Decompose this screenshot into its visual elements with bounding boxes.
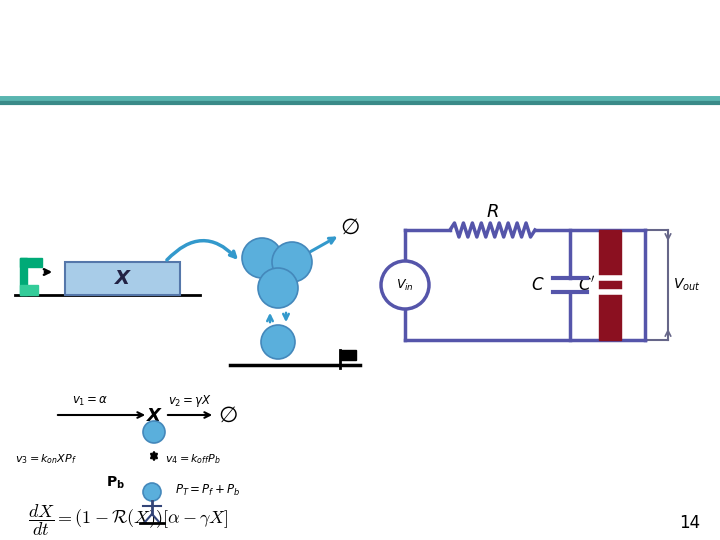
Text: $\emptyset$: $\emptyset$ (218, 406, 238, 426)
Text: $v_4=k_{off}P_b$: $v_4=k_{off}P_b$ (165, 452, 221, 466)
Text: $C$: $C$ (531, 276, 545, 294)
Text: $V_{out}$: $V_{out}$ (673, 277, 701, 293)
Text: $v_1=\alpha$: $v_1=\alpha$ (72, 394, 108, 408)
Text: $\emptyset$: $\emptyset$ (340, 218, 360, 238)
Circle shape (143, 483, 161, 501)
Circle shape (381, 261, 429, 309)
Bar (20, 258, 42, 267)
Circle shape (272, 242, 312, 282)
Circle shape (258, 268, 298, 308)
Text: $R$: $R$ (486, 203, 499, 221)
Text: $P_T=P_f+P_b$: $P_T=P_f+P_b$ (175, 482, 240, 497)
Text: X: X (147, 407, 161, 425)
Bar (599, 230, 621, 340)
Text: $C'$: $C'$ (578, 275, 596, 294)
Text: $v_2=\gamma X$: $v_2=\gamma X$ (168, 393, 212, 409)
Text: $V_{in}$: $V_{in}$ (396, 278, 414, 293)
Bar (340, 350, 356, 360)
Text: $\mathbf{P_b}$: $\mathbf{P_b}$ (106, 475, 125, 491)
Text: $v_3=k_{on}XP_f$: $v_3=k_{on}XP_f$ (15, 452, 77, 466)
Circle shape (242, 238, 282, 278)
Text: 14: 14 (679, 514, 700, 532)
Circle shape (261, 325, 295, 359)
Bar (20, 285, 38, 295)
Text: X: X (115, 269, 130, 288)
Text: Module Interface Process with a: Module Interface Process with a (18, 17, 397, 37)
Bar (65, 262, 180, 295)
Text: $\dfrac{dX}{dt} = (1 - \mathcal{R}(X))[\alpha - \gamma X]$: $\dfrac{dX}{dt} = (1 - \mathcal{R}(X))[\… (28, 502, 229, 538)
Bar (20, 258, 27, 295)
Text: Downstream Module: Downstream Module (18, 53, 260, 73)
Circle shape (143, 421, 165, 443)
